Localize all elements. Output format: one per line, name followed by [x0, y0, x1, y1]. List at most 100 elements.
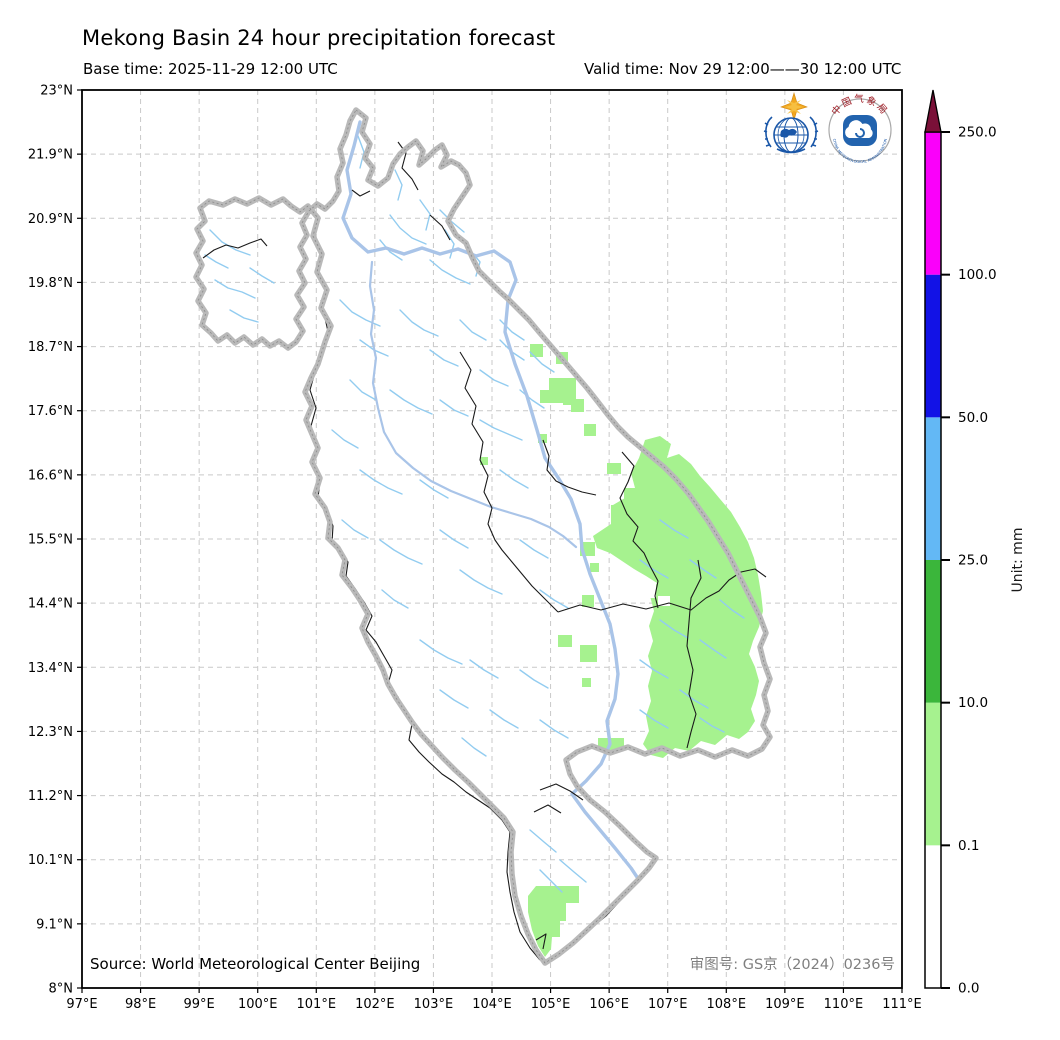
- tributary-river: [204, 254, 229, 269]
- colorbar-tick-label: 25.0: [958, 553, 988, 569]
- tributary-river: [519, 389, 545, 409]
- colorbar-tick-label: 0.1: [958, 838, 979, 854]
- country-border: [686, 559, 702, 749]
- country-border: [202, 238, 268, 259]
- y-tick-label: 23°N: [40, 84, 73, 99]
- tributary-river: [479, 369, 509, 387]
- tributary-river: [461, 737, 487, 757]
- x-tick-label: 108°E: [707, 997, 747, 1012]
- tributary-river: [469, 659, 499, 679]
- tributary-river: [419, 479, 449, 499]
- precip-cell: [530, 344, 543, 357]
- tributary-river: [444, 229, 455, 259]
- y-tick-label: 16.6°N: [28, 468, 73, 483]
- tributary-river: [214, 279, 256, 299]
- basin-boundary-dotted: [195, 109, 771, 964]
- precip-cell: [571, 399, 584, 412]
- axes-frame-layer: 97°E 98°E 99°E 100°E 101°E 102°E 103°E 104°E 105…: [28, 84, 922, 1013]
- tributary-river: [439, 529, 469, 549]
- tributary-river: [689, 559, 717, 579]
- precip-cell: [611, 505, 637, 524]
- tributary-river: [539, 589, 569, 609]
- tributary-river: [349, 379, 377, 401]
- country-border: [542, 439, 597, 496]
- source-label: Source: World Meteorological Center Beij…: [90, 955, 420, 973]
- y-tick-label: 19.8°N: [28, 276, 73, 291]
- basin-outline-layer: [193, 107, 773, 966]
- wmo-star-icon: [780, 91, 808, 122]
- tributary-river: [529, 351, 555, 373]
- tributary-river: [489, 709, 519, 729]
- tributary-river: [659, 519, 689, 539]
- y-tick-label: 10.1°N: [28, 853, 73, 868]
- x-tick-label: 107°E: [648, 997, 688, 1012]
- colorbar-tick-label: 100.0: [958, 267, 997, 283]
- tributary-river: [539, 869, 563, 893]
- tributary-river: [559, 859, 587, 883]
- colorbar-segment: [925, 274, 941, 418]
- tributary-river: [394, 169, 403, 201]
- precip-cell: [715, 541, 723, 552]
- precip-cell: [580, 645, 597, 662]
- precip-cell: [582, 678, 591, 687]
- colorbar-tick-label: 0.0: [958, 981, 979, 997]
- precip-cell: [582, 595, 594, 607]
- x-tick-label: 102°E: [355, 997, 395, 1012]
- colorbar-tick-label: 50.0: [958, 410, 988, 426]
- country-border: [535, 933, 547, 950]
- tributary-river: [381, 589, 409, 609]
- mekong-west-branch: [368, 260, 578, 549]
- colorbar-segment: [925, 132, 941, 275]
- colorbar-segment: [925, 417, 941, 560]
- tributary-river: [699, 717, 725, 733]
- x-tick-label: 106°E: [589, 997, 629, 1012]
- tributary-river: [209, 229, 251, 256]
- tributary-river: [419, 639, 463, 665]
- y-tick-label: 20.9°N: [28, 212, 73, 227]
- tributary-river: [639, 659, 669, 679]
- country-border: [539, 783, 584, 801]
- tributary-river: [389, 389, 433, 415]
- colorbar-overflow-arrow: [924, 89, 942, 133]
- tributary-river: [389, 214, 427, 245]
- colorbar: 0.0 0.1 10.0 25.0 50.0 100.0 250.0: [924, 89, 997, 997]
- colorbar-tick-label: 250.0: [958, 125, 997, 141]
- x-tick-label: 97°E: [66, 997, 97, 1012]
- y-tick-label: 9.1°N: [36, 917, 73, 932]
- country-border: [557, 568, 767, 613]
- tributary-river: [357, 135, 365, 169]
- precip-cell: [590, 563, 599, 572]
- tributary-river: [439, 689, 469, 709]
- precip-cell: [624, 488, 639, 503]
- x-tick-label: 111°E: [882, 997, 922, 1012]
- x-tick-label: 100°E: [238, 997, 278, 1012]
- tributary-river: [379, 539, 423, 565]
- tributary-river: [499, 319, 525, 341]
- x-tick-label: 104°E: [472, 997, 512, 1012]
- tributary-river: [499, 469, 529, 489]
- base-time-label: Base time: 2025-11-29 12:00 UTC: [83, 60, 338, 78]
- page-title: Mekong Basin 24 hour precipitation forec…: [82, 26, 556, 50]
- tributary-river: [399, 309, 439, 337]
- precip-hole: [658, 596, 670, 606]
- river-layer: [204, 120, 745, 893]
- tributary-river: [519, 669, 549, 689]
- y-tick-label: 21.9°N: [28, 148, 73, 163]
- colorbar-segment: [925, 845, 941, 988]
- y-tick-label: 18.7°N: [28, 340, 73, 355]
- tributary-river: [249, 267, 275, 284]
- wmo-logo: [763, 91, 819, 154]
- tributary-river: [639, 559, 669, 579]
- x-tick-label: 109°E: [765, 997, 805, 1012]
- x-tick-label: 98°E: [125, 997, 156, 1012]
- tributary-river: [419, 199, 431, 231]
- x-tick-label: 103°E: [414, 997, 454, 1012]
- colorbar-unit-label: Unit: mm: [1010, 528, 1026, 593]
- precip-cell: [558, 635, 572, 647]
- precip-cell: [549, 378, 576, 392]
- precip-cell: [584, 424, 596, 436]
- tributary-river: [439, 399, 469, 417]
- tributary-river: [719, 599, 745, 619]
- precip-cell: [540, 390, 568, 403]
